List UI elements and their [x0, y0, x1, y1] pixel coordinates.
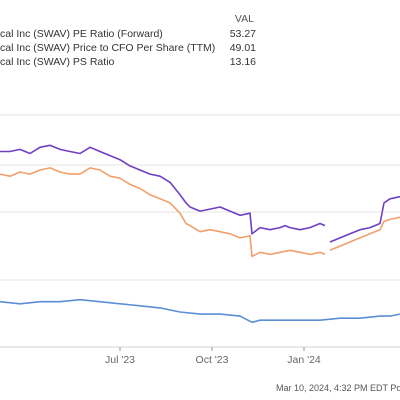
gridlines	[0, 114, 400, 348]
x-tick-label-2: Jan '24	[287, 354, 321, 366]
x-tick-label-0: Jul '23	[105, 354, 135, 366]
series-lines	[0, 144, 400, 324]
footer-timestamp: Mar 10, 2024, 4:32 PM EDT Powered	[276, 383, 400, 393]
legend: VAL cal Inc (SWAV) PE Ratio (Forward) 53…	[0, 13, 256, 68]
series-line-1	[0, 167, 400, 258]
legend-label-price-to-cfo: cal Inc (SWAV) Price to CFO Per Share (T…	[0, 42, 215, 54]
series-line-0	[0, 144, 400, 243]
series-line-2	[0, 298, 400, 324]
legend-value-header: VAL	[235, 13, 254, 25]
legend-value-ps-ratio: 13.16	[230, 56, 256, 68]
legend-label-ps-ratio: cal Inc (SWAV) PS Ratio	[0, 56, 115, 68]
x-axis-ticks: Jul '23 Oct '23 Jan '24	[105, 347, 321, 366]
legend-label-pe-ratio: cal Inc (SWAV) PE Ratio (Forward)	[0, 28, 163, 40]
legend-value-price-to-cfo: 49.01	[230, 42, 256, 54]
x-tick-label-1: Oct '23	[196, 354, 229, 366]
legend-value-pe-ratio: 53.27	[230, 28, 256, 40]
